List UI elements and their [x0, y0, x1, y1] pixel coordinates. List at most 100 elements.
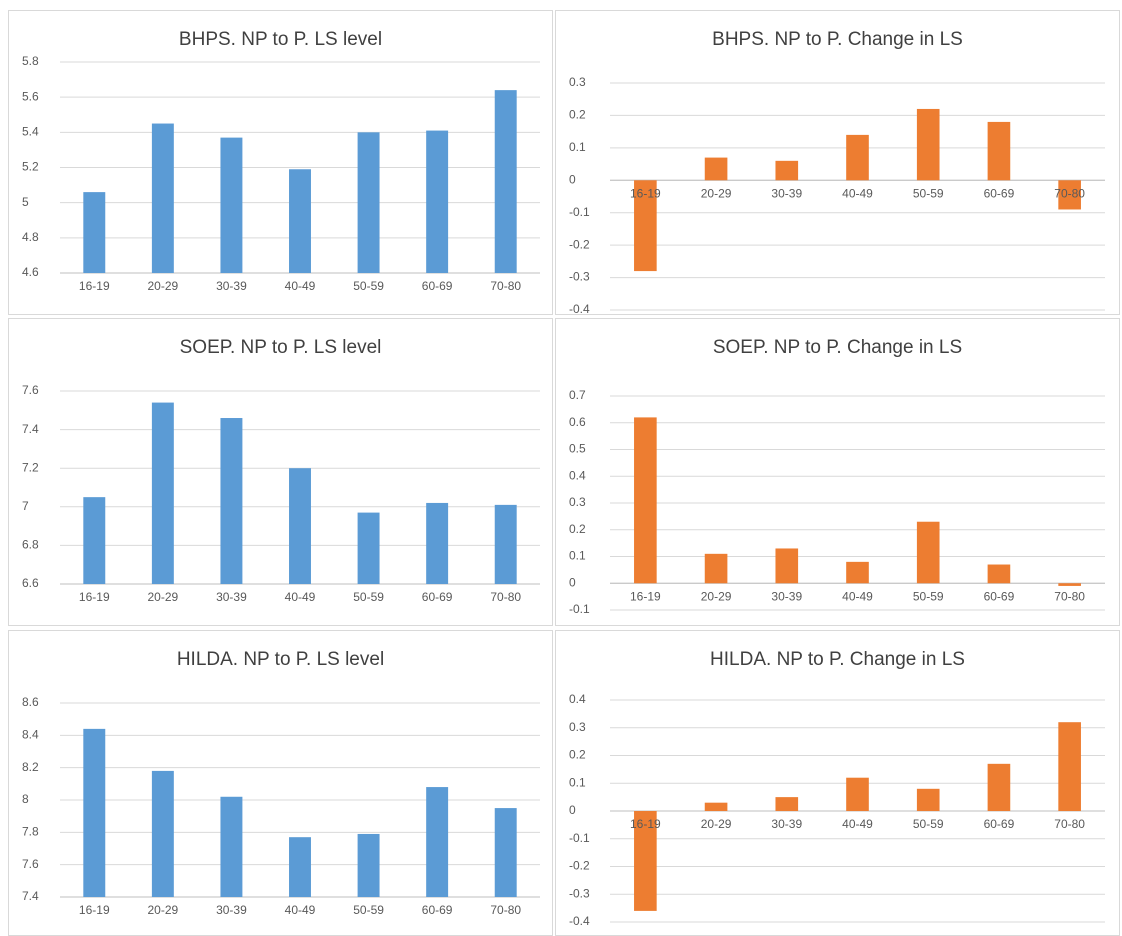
y-tick-label: -0.2	[569, 237, 590, 251]
y-tick-label: 0	[569, 172, 576, 186]
x-tick-label: 20-29	[701, 589, 732, 603]
chart-title: HILDA. NP to P. LS level	[177, 649, 384, 670]
y-tick-label: 6.8	[22, 538, 39, 552]
x-tick-label: 30-39	[771, 589, 802, 603]
x-tick-label: 70-80	[1054, 589, 1085, 603]
bar	[151, 123, 174, 274]
x-tick-label: 16-19	[79, 279, 110, 293]
y-tick-label: 8	[22, 792, 29, 806]
y-tick-label: 7.6	[22, 857, 39, 871]
y-tick-label: 6.6	[22, 576, 39, 590]
y-tick-label: 0.2	[569, 522, 586, 536]
bar	[83, 497, 106, 584]
y-tick-label: -0.1	[569, 831, 590, 845]
y-tick-label: 0.2	[569, 748, 586, 762]
y-tick-label: 0.1	[569, 549, 586, 563]
x-tick-label: 50-59	[913, 589, 944, 603]
bar	[289, 169, 311, 273]
bar	[426, 787, 449, 897]
x-tick-label: 20-29	[148, 590, 179, 604]
y-tick-label: 7.4	[22, 889, 39, 903]
y-tick-label: 0.4	[569, 692, 586, 706]
x-tick-label: 50-59	[353, 590, 384, 604]
bar	[846, 777, 869, 811]
x-tick-label: 60-69	[984, 817, 1015, 831]
y-tick-label: 5.2	[22, 160, 39, 174]
bar	[289, 468, 311, 584]
bar	[704, 802, 728, 811]
y-tick-label: -0.4	[569, 302, 590, 316]
chart-title: BHPS. NP to P. LS level	[179, 29, 382, 50]
bar	[704, 157, 728, 181]
y-tick-label: -0.3	[569, 270, 590, 284]
bar	[220, 796, 243, 897]
bar	[987, 763, 1011, 811]
x-tick-label: 70-80	[490, 279, 521, 293]
y-tick-label: 7	[22, 499, 29, 513]
x-tick-label: 30-39	[771, 186, 802, 200]
bar	[775, 160, 799, 181]
x-tick-label: 20-29	[148, 903, 179, 917]
bar	[494, 504, 517, 584]
x-tick-label: 40-49	[285, 590, 316, 604]
x-tick-label: 40-49	[285, 279, 316, 293]
y-tick-label: -0.3	[569, 886, 590, 900]
y-tick-label: 4.6	[22, 265, 39, 279]
bar	[357, 512, 380, 584]
x-tick-label: 60-69	[422, 590, 453, 604]
y-tick-label: 5.8	[22, 54, 39, 68]
bar	[151, 402, 174, 584]
x-tick-label: 60-69	[422, 903, 453, 917]
y-tick-label: 0.3	[569, 720, 586, 734]
x-tick-label: 30-39	[771, 817, 802, 831]
bar	[775, 548, 799, 584]
bar	[357, 833, 380, 897]
y-tick-label: 0	[569, 803, 576, 817]
chart-title: HILDA. NP to P. Change in LS	[710, 649, 965, 670]
bar	[151, 770, 174, 897]
x-tick-label: 30-39	[216, 590, 247, 604]
x-tick-label: 50-59	[353, 279, 384, 293]
y-tick-label: 0.3	[569, 495, 586, 509]
y-tick-label: 8.2	[22, 760, 39, 774]
x-tick-label: 70-80	[1054, 817, 1085, 831]
y-tick-label: 8.4	[22, 728, 39, 742]
bar	[83, 728, 106, 897]
x-tick-label: 70-80	[490, 903, 521, 917]
x-tick-label: 20-29	[701, 186, 732, 200]
x-tick-label: 40-49	[842, 589, 873, 603]
y-tick-label: 0.1	[569, 140, 586, 154]
x-tick-label: 16-19	[79, 590, 110, 604]
y-tick-label: 5.4	[22, 125, 39, 139]
bar	[775, 797, 799, 811]
y-tick-label: -0.1	[569, 205, 590, 219]
bar	[634, 417, 657, 584]
y-tick-label: 4.8	[22, 230, 39, 244]
bar	[1058, 180, 1081, 210]
x-tick-label: 16-19	[630, 589, 661, 603]
x-tick-label: 60-69	[984, 186, 1015, 200]
bar	[357, 132, 380, 273]
x-tick-label: 50-59	[913, 186, 944, 200]
bar	[83, 192, 106, 273]
x-tick-label: 30-39	[216, 903, 247, 917]
bar	[634, 180, 657, 272]
bar	[220, 137, 243, 273]
x-tick-label: 40-49	[842, 817, 873, 831]
x-tick-label: 50-59	[353, 903, 384, 917]
bar	[494, 90, 517, 273]
y-tick-label: 0	[569, 575, 576, 589]
x-tick-label: 50-59	[913, 817, 944, 831]
y-tick-label: 0.6	[569, 415, 586, 429]
y-tick-label: 8.6	[22, 695, 39, 709]
bar	[987, 121, 1011, 181]
bar	[987, 564, 1011, 584]
bar	[916, 521, 940, 584]
x-tick-label: 40-49	[285, 903, 316, 917]
bar	[1058, 722, 1081, 811]
y-tick-label: 7.4	[22, 422, 39, 436]
y-tick-label: 7.2	[22, 460, 39, 474]
y-tick-label: 0.1	[569, 775, 586, 789]
y-tick-label: 0.3	[569, 75, 586, 89]
